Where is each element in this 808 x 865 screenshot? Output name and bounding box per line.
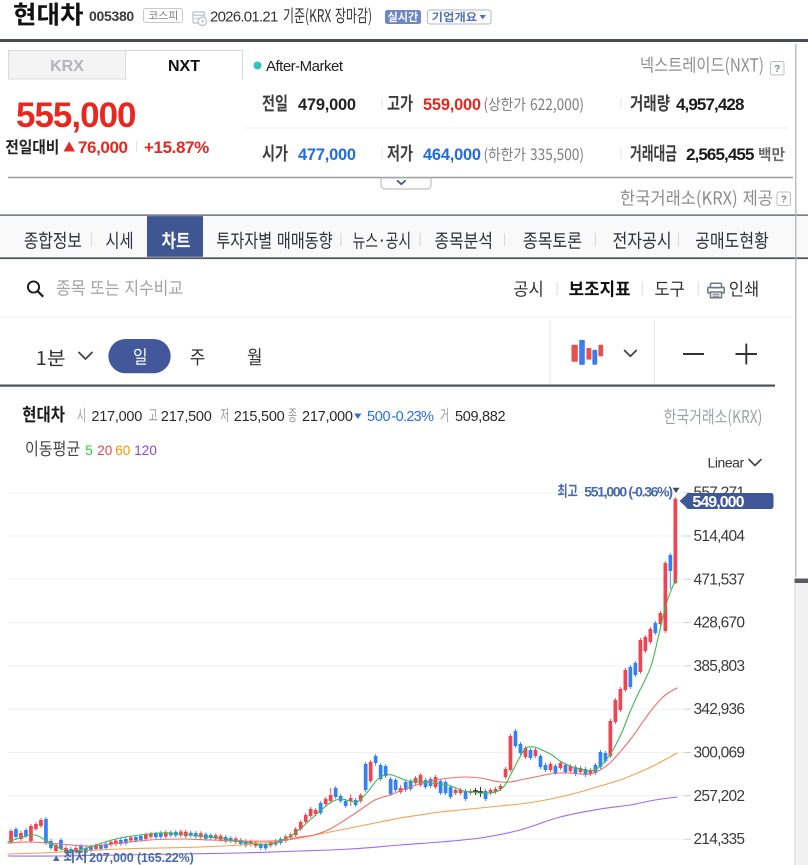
svg-text:549,000: 549,000: [692, 494, 744, 511]
svg-text:500: 500: [367, 409, 391, 425]
svg-text:514,404: 514,404: [694, 528, 746, 545]
svg-text:4,957,428: 4,957,428: [676, 95, 744, 114]
svg-text:120: 120: [134, 443, 157, 458]
svg-text:2,565,455: 2,565,455: [686, 145, 754, 164]
svg-text:60: 60: [115, 443, 130, 458]
svg-text:479,000: 479,000: [298, 96, 356, 114]
svg-text:215,500: 215,500: [234, 409, 285, 425]
svg-text:551,000 (-0.36%): 551,000 (-0.36%): [584, 484, 672, 500]
svg-text:217,500: 217,500: [161, 409, 212, 425]
svg-text:KRX: KRX: [50, 58, 84, 75]
svg-text:Linear: Linear: [708, 455, 745, 471]
svg-text:471,537: 471,537: [694, 571, 745, 588]
svg-text:207,000 (165.22%): 207,000 (165.22%): [89, 851, 194, 865]
svg-text:+15.87%: +15.87%: [144, 138, 209, 157]
svg-text:342,936: 342,936: [694, 701, 745, 718]
svg-text:20: 20: [97, 443, 112, 458]
svg-text:428,670: 428,670: [694, 615, 746, 632]
svg-text:-0.23%: -0.23%: [392, 409, 435, 425]
svg-text:477,000: 477,000: [298, 146, 356, 164]
svg-text:NXT: NXT: [168, 58, 200, 75]
svg-text:76,000: 76,000: [78, 138, 128, 157]
svg-text:385,803: 385,803: [694, 658, 745, 675]
svg-text:005380: 005380: [89, 8, 134, 24]
svg-text:After-Market: After-Market: [266, 58, 344, 75]
svg-text:555,000: 555,000: [16, 96, 136, 135]
svg-text:300,069: 300,069: [694, 745, 745, 762]
svg-text:509,882: 509,882: [455, 409, 506, 425]
svg-text:5: 5: [85, 443, 93, 458]
svg-text:214,335: 214,335: [694, 831, 745, 848]
svg-text:?: ?: [774, 64, 780, 75]
svg-text:257,202: 257,202: [694, 788, 745, 805]
svg-text:217,000: 217,000: [91, 409, 142, 425]
svg-text:?: ?: [781, 195, 787, 206]
svg-text:559,000: 559,000: [423, 96, 481, 114]
svg-text:464,000: 464,000: [423, 146, 481, 164]
svg-text:2026.01.21: 2026.01.21: [210, 9, 278, 26]
svg-text:217,000: 217,000: [302, 409, 353, 425]
